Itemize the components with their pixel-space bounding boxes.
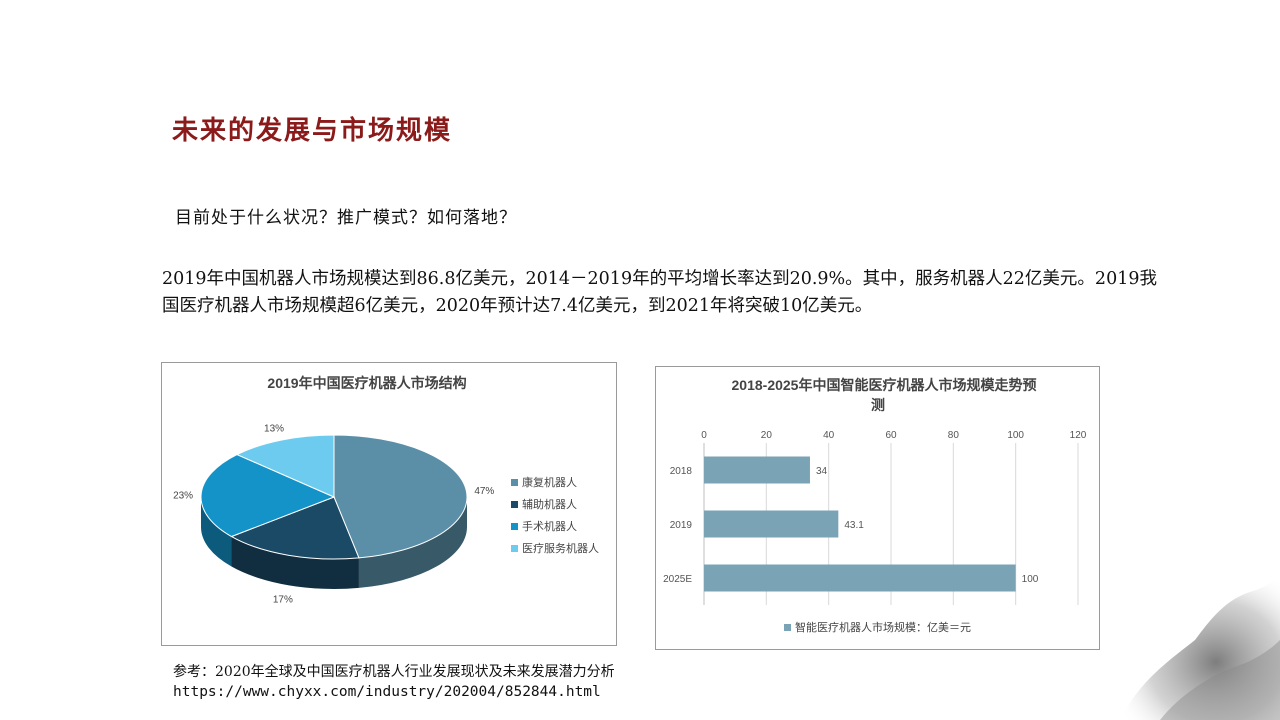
bar-tick-label: 80 <box>948 430 960 441</box>
slide-question: 目前处于什么状况？推广模式？如何落地？ <box>175 208 517 228</box>
pie-slice-手术机器人 <box>200 454 336 538</box>
pie-chart: 2019年中国医疗机器人市场结构 47% 17% 23% 13% 康复机器人辅助机器人… <box>173 375 599 606</box>
pie-slice-康复机器人 <box>333 434 468 559</box>
bar-chart: 2018-2025年中国智能医疗机器人市场规模走势预 测 0 20 40 60 80 10… <box>663 377 1087 634</box>
pie-legend-label: 辅助机器人 <box>522 497 577 511</box>
pie-data-label: 17% <box>273 595 293 606</box>
pie-legend-swatch <box>511 479 518 486</box>
pie-data-label: 47% <box>474 486 494 497</box>
bar-tick-label: 60 <box>885 430 897 441</box>
reference-url[interactable]: https://www.chyxx.com/industry/202004/85… <box>173 684 601 700</box>
slide-title: 未来的发展与市场规模 <box>172 116 453 146</box>
bar-chart-panel: 2018-2025年中国智能医疗机器人市场规模走势预 测 0 20 40 60 80 10… <box>655 366 1100 650</box>
bar-data-label: 43.1 <box>844 520 864 531</box>
pie-legend-label: 医疗服务机器人 <box>522 541 599 555</box>
bar-category-label: 2025E <box>663 574 692 585</box>
pie-legend-swatch <box>511 523 518 530</box>
bar-data-label: 100 <box>1022 574 1039 585</box>
pie-slice-side <box>201 497 232 567</box>
bar-tick-label: 0 <box>701 430 707 441</box>
bar-chart-title-line1: 2018-2025年中国智能医疗机器人市场规模走势预 <box>732 377 1037 393</box>
pie-legend-label: 康复机器人 <box>522 475 577 489</box>
bar-data-label: 34 <box>816 466 828 477</box>
ink-mountain-decoration <box>1120 575 1280 720</box>
pie-legend-swatch <box>511 501 518 508</box>
bar-category-label: 2018 <box>670 466 693 477</box>
bar-2019 <box>704 510 839 538</box>
pie-data-label: 13% <box>264 423 284 434</box>
bar-2018 <box>704 456 810 484</box>
pie-data-label: 23% <box>173 491 193 502</box>
bar-tick-label: 20 <box>761 430 773 441</box>
bar-chart-title-line2: 测 <box>871 397 885 413</box>
bar-legend-label: 智能医疗机器人市场规模：亿美＝元 <box>795 620 971 634</box>
pie-chart-panel: 2019年中国医疗机器人市场结构 47% 17% 23% 13% 康复机器人辅助机器人… <box>161 362 617 646</box>
bar-category-label: 2019 <box>670 520 693 531</box>
pie-legend-swatch <box>511 545 518 552</box>
bar-tick-label: 120 <box>1070 430 1087 441</box>
pie-slice-side <box>358 497 467 588</box>
bar-tick-label: 40 <box>823 430 835 441</box>
pie-slice-辅助机器人 <box>230 496 360 560</box>
pie-slice-医疗服务机器人 <box>235 434 335 498</box>
bar-2025E <box>704 564 1016 592</box>
pie-legend-label: 手术机器人 <box>522 519 577 533</box>
bar-legend-swatch <box>784 624 791 631</box>
pie-chart-title: 2019年中国医疗机器人市场结构 <box>267 375 466 391</box>
slide-paragraph: 2019年中国机器人市场规模达到86.8亿美元，2014－2019年的平均增长率… <box>162 269 1157 316</box>
reference-label: 参考：2020年全球及中国医疗机器人行业发展现状及未来发展潜力分析 <box>173 664 615 680</box>
bar-tick-label: 100 <box>1007 430 1024 441</box>
